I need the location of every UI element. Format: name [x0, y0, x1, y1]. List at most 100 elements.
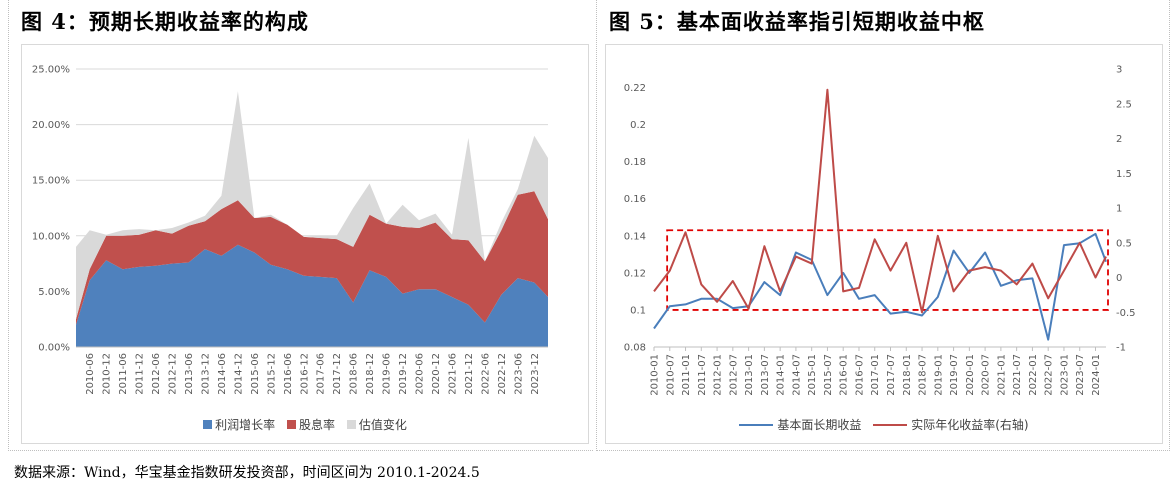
legend-item-profit: 利润增长率	[203, 416, 275, 433]
y-left-tick-label: 0.22	[624, 83, 646, 94]
x-tick-label: 2023-07	[1075, 354, 1086, 396]
y-right-tick-label: 2	[1116, 134, 1122, 145]
right-chart-panel: 图 5：基本面收益率指引短期收益中枢 0.08 0.1 0.12 0.14 0.16 0.…	[596, 0, 1170, 451]
x-tick-label: 2024-01	[1091, 354, 1102, 396]
x-tick-label: 2022-07	[1044, 354, 1055, 396]
stacked-area-chart: 0.00% 5.00% 10.00% 15.00% 20.00% 25.00% 2010-0…	[32, 65, 548, 395]
y-left-tick-label: 0.16	[624, 194, 646, 205]
x-tick-label: 2022-01	[1028, 354, 1039, 396]
y-tick-label: 0.00%	[38, 343, 70, 354]
x-tick-label: 2022-06	[480, 353, 491, 395]
y-left-tick-label: 0.1	[630, 305, 646, 316]
data-source-note: 数据来源：Wind，华宝基金指数研发投资部，时间区间为 2010.1-2024.…	[14, 465, 480, 481]
y-right-tick-label: -0.5	[1116, 308, 1136, 319]
x-tick-label: 2013-07	[760, 354, 771, 396]
x-tick-label: 2012-01	[713, 354, 724, 396]
right-chart-frame: 0.08 0.1 0.12 0.14 0.16 0.18 0.2 0.22 -1 -0.5 0 0.5…	[605, 44, 1163, 444]
line-series-1	[653, 232, 1107, 341]
x-tick-label: 2014-07	[791, 354, 802, 396]
x-tick-label: 2010-06	[85, 353, 96, 395]
highlight-box	[666, 229, 1109, 311]
left-chart-title: 图 4：预期长期收益率的构成	[21, 9, 309, 34]
x-tick-label: 2011-07	[697, 354, 708, 396]
x-tick-label: 2020-01	[965, 354, 976, 396]
x-tick-label: 2017-01	[870, 354, 881, 396]
y-right-tick-label: 3	[1116, 65, 1122, 76]
x-tick-label: 2016-01	[839, 354, 850, 396]
y-right-tick-label: 2.5	[1116, 99, 1132, 110]
x-tick-label: 2020-07	[981, 354, 992, 396]
y-right-tick-label: 1	[1116, 204, 1122, 215]
legend-item-valuation: 估值变化	[346, 416, 407, 433]
y-left-tick-label: 0.08	[624, 343, 646, 354]
legend-item-dividend: 股息率	[286, 416, 335, 433]
dual-axis-line-chart: 0.08 0.1 0.12 0.14 0.16 0.18 0.2 0.22 -1 -0.5 0 0.5…	[624, 65, 1136, 396]
x-tick-label: 2018-01	[902, 354, 913, 396]
x-tick-label: 2017-12	[332, 353, 343, 395]
x-tick-label: 2010-01	[650, 354, 661, 396]
x-tick-label: 2023-12	[530, 353, 541, 395]
x-tick-label: 2021-06	[448, 353, 459, 395]
y-left-tick-label: 0.14	[624, 231, 646, 242]
x-tick-label: 2019-07	[949, 354, 960, 396]
y-left-tick-label: 0.12	[624, 268, 646, 279]
y-right-tick-label: -1	[1116, 343, 1126, 354]
x-tick-label: 2020-06	[415, 353, 426, 395]
x-tick-label: 2020-12	[431, 353, 442, 395]
y-right-tick-label: 0.5	[1116, 238, 1132, 249]
x-tick-label: 2021-07	[1012, 354, 1023, 396]
x-tick-label: 2016-07	[855, 354, 866, 396]
x-tick-label: 2010-12	[102, 353, 113, 395]
x-tick-label: 2012-06	[151, 353, 162, 395]
legend-swatch-dividend	[286, 420, 296, 429]
y-left-tick-label: 0.18	[624, 157, 646, 168]
left-legend: 利润增长率 股息率 估值变化	[22, 416, 588, 433]
left-chart-frame: 0.00% 5.00% 10.00% 15.00% 20.00% 25.00% 2010-0…	[21, 44, 589, 444]
x-tick-label: 2018-12	[365, 353, 376, 395]
y-right-tick-label: 1.5	[1116, 169, 1132, 180]
x-tick-label: 2012-07	[728, 354, 739, 396]
legend-label-profit: 利润增长率	[215, 418, 276, 432]
x-tick-label: 2023-06	[513, 353, 524, 395]
y-tick-label: 5.00%	[38, 287, 70, 298]
x-tick-label: 2013-12	[201, 353, 212, 395]
x-tick-label: 2012-12	[168, 353, 179, 395]
x-tick-label: 2017-06	[316, 353, 327, 395]
x-tick-label: 2014-12	[233, 353, 244, 395]
x-tick-label: 2019-06	[382, 353, 393, 395]
x-tick-label: 2016-06	[283, 353, 294, 395]
x-tick-label: 2014-01	[776, 354, 787, 396]
x-tick-label: 2019-12	[398, 353, 409, 395]
line-series-2	[653, 88, 1107, 314]
y-tick-label: 10.00%	[32, 231, 70, 242]
x-tick-label: 2013-06	[184, 353, 195, 395]
x-tick-label: 2021-12	[464, 353, 475, 395]
legend-label-actual: 实际年化收益率(右轴)	[911, 418, 1029, 432]
right-chart-title: 图 5：基本面收益率指引短期收益中枢	[609, 9, 985, 34]
legend-label-valuation: 估值变化	[358, 418, 407, 432]
y-left-tick-label: 0.2	[630, 120, 646, 131]
area-series-1	[76, 244, 548, 347]
x-tick-label: 2013-01	[744, 354, 755, 396]
left-chart-panel: 图 4：预期长期收益率的构成 0.00% 5.00% 10.00% 15.00% 20.…	[8, 0, 593, 451]
x-tick-label: 2019-01	[933, 354, 944, 396]
x-tick-label: 2023-01	[1060, 354, 1071, 396]
x-tick-label: 2010-07	[665, 354, 676, 396]
x-tick-label: 2016-12	[299, 353, 310, 395]
y-tick-label: 15.00%	[32, 176, 70, 187]
x-tick-label: 2017-07	[886, 354, 897, 396]
x-tick-label: 2018-06	[349, 353, 360, 395]
x-tick-label: 2011-01	[681, 354, 692, 396]
x-tick-label: 2014-06	[217, 353, 228, 395]
area-series-2	[76, 191, 548, 325]
legend-swatch-fundamental	[739, 423, 774, 426]
x-tick-label: 2015-01	[807, 354, 818, 396]
legend-item-fundamental: 基本面长期收益	[739, 416, 861, 433]
y-right-tick-label: 0	[1116, 273, 1122, 284]
legend-label-fundamental: 基本面长期收益	[777, 418, 862, 432]
y-tick-label: 20.00%	[32, 120, 70, 131]
legend-item-actual: 实际年化收益率(右轴)	[873, 416, 1029, 433]
right-legend: 基本面长期收益 实际年化收益率(右轴)	[606, 415, 1162, 434]
y-tick-label: 25.00%	[32, 65, 70, 76]
x-tick-label: 2015-06	[250, 353, 261, 395]
